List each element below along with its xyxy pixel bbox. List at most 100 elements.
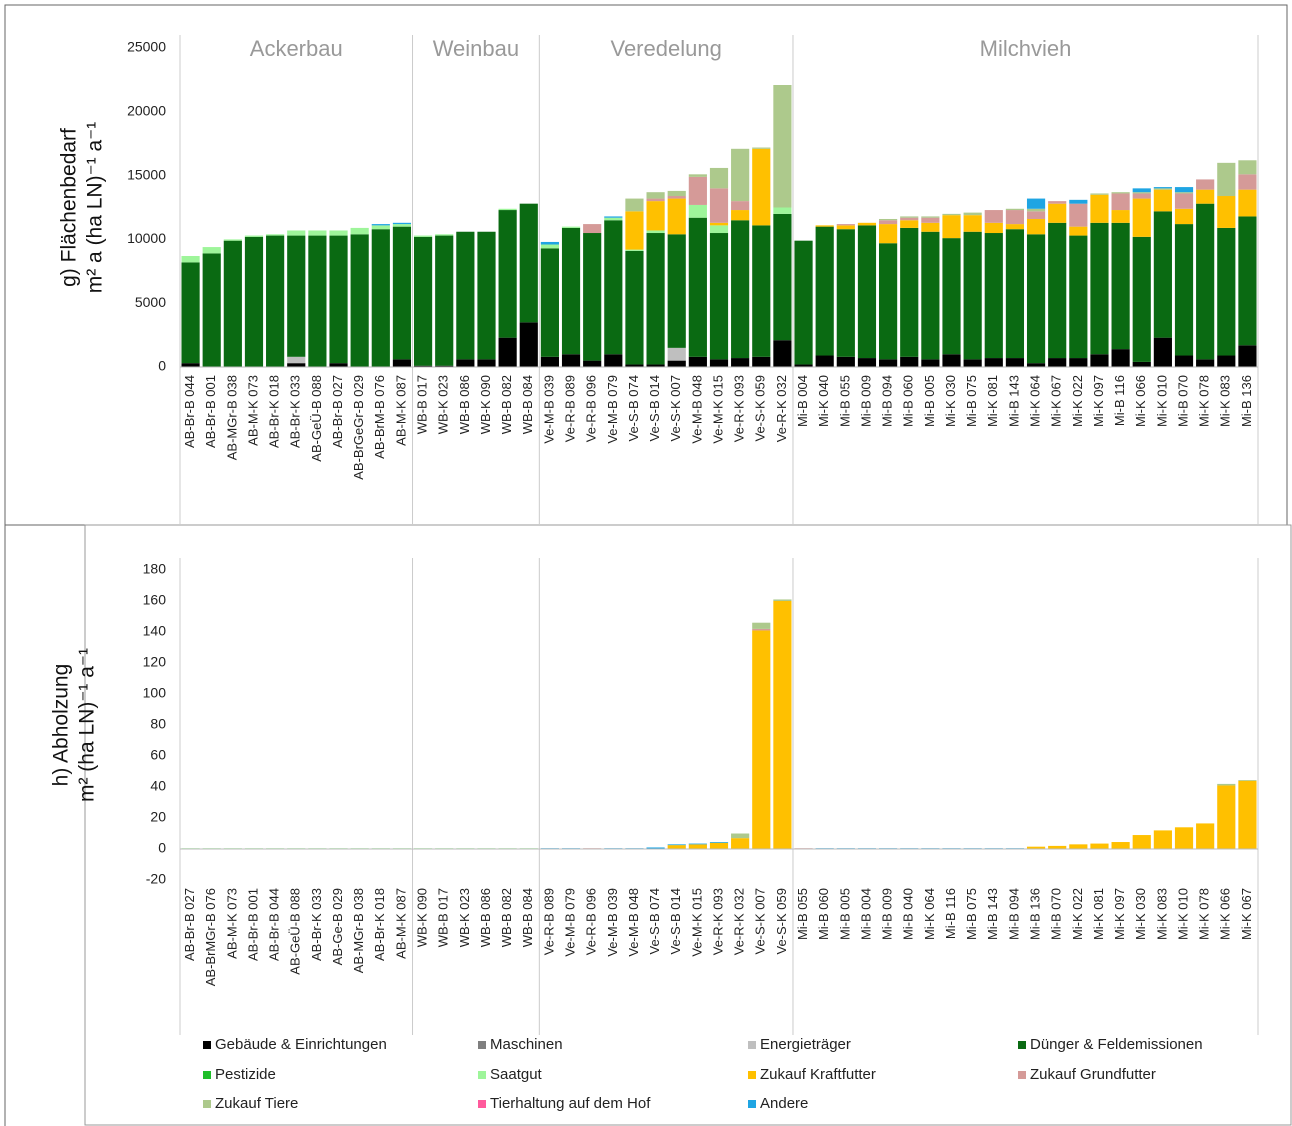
x-tick-label: Mi-B 040 xyxy=(901,888,916,940)
bar-segment xyxy=(540,356,559,367)
bar-segment xyxy=(709,842,729,849)
bar-segment xyxy=(667,234,686,348)
bar-segment xyxy=(731,833,750,839)
bar-segment xyxy=(1217,196,1236,228)
bar-segment xyxy=(413,236,433,366)
x-tick-label: Mi-K 022 xyxy=(1070,888,1085,940)
bar-segment xyxy=(731,358,750,367)
y-axis-title: h) Abholzung xyxy=(50,664,73,787)
x-tick-label: Mi-K 040 xyxy=(816,375,831,427)
x-tick-label: Mi-B 060 xyxy=(901,375,916,427)
group-label: Veredelung xyxy=(610,36,721,61)
x-tick-label: WB-B 084 xyxy=(520,888,535,947)
x-tick-label: WB-K 023 xyxy=(457,888,472,947)
bar-segment xyxy=(1005,224,1025,230)
bar-segment xyxy=(688,176,707,205)
bar-segment xyxy=(371,224,390,226)
legend-label: Tierhaltung auf dem Hof xyxy=(490,1095,651,1112)
bar-segment xyxy=(879,224,898,244)
y-tick-label: 20 xyxy=(150,809,166,825)
bar-segment xyxy=(625,250,644,365)
bar-segment xyxy=(392,222,412,225)
bar-segment xyxy=(688,843,707,845)
bar-segment xyxy=(984,210,1003,223)
bar-segment xyxy=(181,262,200,364)
legend-swatch xyxy=(1018,1071,1026,1079)
x-tick-label: Ve-R-B 089 xyxy=(541,888,556,955)
bar-segment xyxy=(181,255,200,263)
bar-segment xyxy=(900,220,919,228)
x-tick-label: Ve-R-B 096 xyxy=(584,888,599,955)
x-tick-label: Mi-B 004 xyxy=(795,375,810,427)
bar-segment xyxy=(646,364,665,367)
bar-segment xyxy=(1069,203,1088,227)
bar-segment xyxy=(921,222,940,232)
bar-segment xyxy=(498,337,517,367)
y-tick-label: 25000 xyxy=(127,39,166,55)
bar-segment xyxy=(667,190,686,197)
bar-segment xyxy=(540,244,559,249)
x-tick-label: Ve-M-B 039 xyxy=(541,375,556,444)
bar-segment xyxy=(709,842,729,843)
bar-segment xyxy=(731,220,750,359)
bar-segment xyxy=(1069,226,1088,236)
y-tick-label: 10000 xyxy=(127,230,166,246)
legend-swatch xyxy=(478,1071,486,1079)
bar-segment xyxy=(1217,162,1236,197)
legend-label: Zukauf Grundfutter xyxy=(1030,1066,1156,1083)
x-tick-label: Mi-K 083 xyxy=(1154,888,1169,940)
bar-segment xyxy=(1217,785,1236,849)
group-label: Ackerbau xyxy=(250,36,343,61)
bar-segment xyxy=(308,235,327,367)
legend-swatch xyxy=(748,1071,756,1079)
x-tick-label: WB-B 082 xyxy=(499,888,514,947)
bar-segment xyxy=(836,224,855,226)
bar-segment xyxy=(752,630,771,849)
bar-segment xyxy=(709,233,729,360)
bar-segment xyxy=(1153,189,1172,212)
bar-segment xyxy=(1238,345,1257,367)
bar-segment xyxy=(709,225,729,234)
x-tick-label: Mi-B 116 xyxy=(1112,375,1127,426)
bar-segment xyxy=(1026,198,1046,209)
bar-segment xyxy=(752,628,771,631)
y-tick-label: 20000 xyxy=(127,103,166,119)
bar-segment xyxy=(1090,354,1109,367)
x-tick-label: AB-M-K 087 xyxy=(393,375,408,446)
bar-segment xyxy=(921,359,940,367)
bar-segment xyxy=(1132,198,1151,237)
x-tick-label: Ve-M-K 015 xyxy=(689,888,704,957)
bar-segment xyxy=(731,838,750,849)
bar-segment xyxy=(1238,216,1257,346)
x-tick-label: Mi-B 136 xyxy=(1027,888,1042,940)
bar-segment xyxy=(561,354,581,367)
bar-segment xyxy=(1005,208,1025,211)
bar-segment xyxy=(1174,208,1194,225)
legend-swatch xyxy=(203,1100,211,1108)
bar-segment xyxy=(1026,846,1046,849)
bar-segment xyxy=(1090,222,1109,355)
y-tick-label: 0 xyxy=(158,358,166,374)
x-tick-label: Ve-M-B 048 xyxy=(689,375,704,444)
x-tick-label: WB-K 023 xyxy=(436,375,451,434)
bar-segment xyxy=(583,224,602,234)
x-tick-label: Mi-B 070 xyxy=(1049,888,1064,940)
bar-segment xyxy=(1069,844,1088,849)
x-tick-label: Mi-K 030 xyxy=(943,375,958,427)
bar-segment xyxy=(1217,227,1236,356)
y-tick-label: 140 xyxy=(143,623,167,639)
bar-segment xyxy=(709,188,729,223)
legend-swatch xyxy=(748,1041,756,1049)
legend-label: Saatgut xyxy=(490,1066,543,1083)
bar-segment xyxy=(1048,201,1067,204)
x-tick-label: AB-Br-B 044 xyxy=(267,888,282,961)
bar-segment xyxy=(752,147,771,149)
x-tick-label: Ve-M-B 079 xyxy=(605,375,620,444)
x-tick-label: Mi-K 010 xyxy=(1154,375,1169,427)
bar-segment xyxy=(773,599,792,601)
bar-segment xyxy=(731,148,750,202)
x-tick-label: Mi-K 030 xyxy=(1133,888,1148,940)
bar-segment xyxy=(900,217,919,221)
bar-segment xyxy=(688,204,707,218)
bar-segment xyxy=(583,360,602,367)
